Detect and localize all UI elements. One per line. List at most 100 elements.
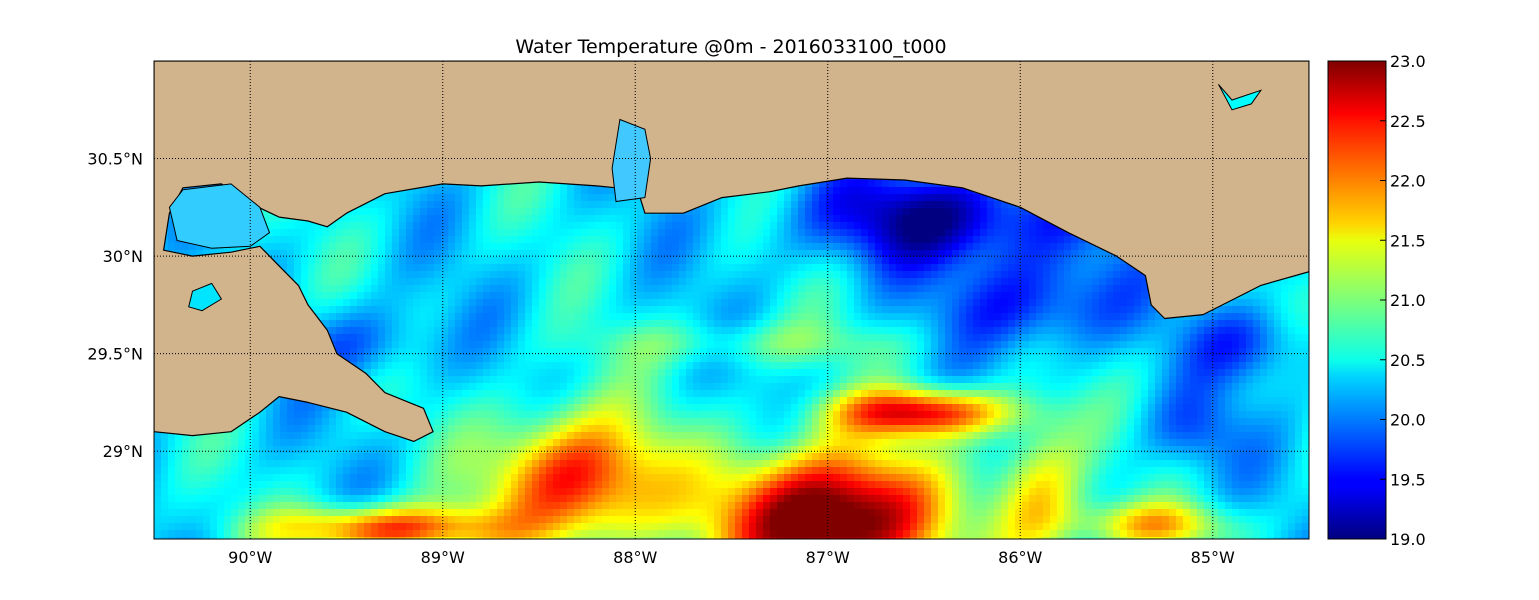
heatmap-cell (560, 222, 568, 230)
heatmap-cell (714, 243, 722, 251)
heatmap-cell (441, 236, 449, 244)
heatmap-cell (609, 264, 617, 272)
heatmap-cell (903, 236, 911, 244)
heatmap-cell (322, 271, 330, 279)
heatmap-cell (693, 243, 701, 251)
heatmap-cell (980, 264, 988, 272)
heatmap-cell (861, 264, 869, 272)
heatmap-cell (777, 222, 785, 230)
heatmap-cell (1092, 250, 1100, 258)
heatmap-cell (476, 243, 484, 251)
heatmap-cell (287, 222, 295, 230)
heatmap-cell (476, 250, 484, 258)
heatmap-cell (805, 187, 813, 195)
heatmap-cell (294, 250, 302, 258)
heatmap-cell (518, 208, 526, 216)
heatmap-cell (637, 257, 645, 265)
heatmap-cell (427, 271, 435, 279)
heatmap-cell (896, 194, 904, 202)
heatmap-cell (896, 243, 904, 251)
heatmap-cell (861, 201, 869, 209)
heatmap-cell (798, 250, 806, 258)
heatmap-cell (490, 250, 498, 258)
heatmap-cell (308, 229, 316, 237)
heatmap-cell (616, 229, 624, 237)
heatmap-cell (532, 264, 540, 272)
heatmap-cell (364, 250, 372, 258)
heatmap-cell (322, 229, 330, 237)
heatmap-cell (973, 229, 981, 237)
heatmap-cell (308, 243, 316, 251)
heatmap-cell (539, 215, 547, 223)
heatmap-cell (511, 250, 519, 258)
heatmap-cell (504, 208, 512, 216)
heatmap-cell (483, 243, 491, 251)
heatmap-cell (1050, 222, 1058, 230)
heatmap-cell (728, 201, 736, 209)
heatmap-cell (525, 215, 533, 223)
heatmap-cell (798, 215, 806, 223)
heatmap-cell (826, 236, 834, 244)
heatmap-cell (833, 187, 841, 195)
heatmap-cell (686, 229, 694, 237)
heatmap-cell (609, 222, 617, 230)
heatmap-cell (476, 229, 484, 237)
heatmap-cell (896, 208, 904, 216)
heatmap-cell (574, 215, 582, 223)
heatmap-cell (581, 187, 589, 195)
heatmap-cell (889, 201, 897, 209)
heatmap-cell (889, 194, 897, 202)
heatmap-cell (651, 264, 659, 272)
heatmap-cell (546, 180, 554, 188)
heatmap-cell (1064, 257, 1072, 265)
heatmap-cell (371, 250, 379, 258)
heatmap-cell (728, 208, 736, 216)
heatmap-cell (973, 201, 981, 209)
heatmap-cell (413, 236, 421, 244)
heatmap-cell (546, 257, 554, 265)
heatmap-cell (917, 215, 925, 223)
heatmap-cell (462, 236, 470, 244)
heatmap-cell (819, 194, 827, 202)
heatmap-cell (259, 243, 267, 251)
heatmap-cell (434, 208, 442, 216)
heatmap-cell (798, 229, 806, 237)
heatmap-cell (889, 187, 897, 195)
heatmap-cell (525, 250, 533, 258)
heatmap-cell (350, 236, 358, 244)
heatmap-cell (560, 215, 568, 223)
heatmap-cell (784, 264, 792, 272)
heatmap-cell (588, 222, 596, 230)
heatmap-cell (630, 250, 638, 258)
heatmap-cell (357, 264, 365, 272)
heatmap-cell (959, 187, 967, 195)
heatmap-cell (693, 250, 701, 258)
heatmap-cell (896, 180, 904, 188)
heatmap-cell (637, 264, 645, 272)
heatmap-cell (581, 215, 589, 223)
heatmap-cell (406, 236, 414, 244)
heatmap-cell (679, 243, 687, 251)
heatmap-cell (553, 208, 561, 216)
heatmap-cell (994, 264, 1002, 272)
heatmap-cell (910, 201, 918, 209)
heatmap-cell (679, 215, 687, 223)
heatmap-cell (315, 222, 323, 230)
heatmap-cell (623, 229, 631, 237)
heatmap-cell (329, 264, 337, 272)
heatmap-cell (546, 222, 554, 230)
heatmap-cell (497, 187, 505, 195)
heatmap-cell (266, 236, 274, 244)
heatmap-cell (364, 243, 372, 251)
heatmap-cell (868, 222, 876, 230)
heatmap-cell (1106, 257, 1114, 265)
heatmap-cell (756, 222, 764, 230)
heatmap-cell (616, 243, 624, 251)
heatmap-cell (1029, 264, 1037, 272)
heatmap-cell (1008, 250, 1016, 258)
heatmap-cell (784, 250, 792, 258)
heatmap-cell (490, 229, 498, 237)
heatmap-cell (665, 222, 673, 230)
heatmap-cell (385, 229, 393, 237)
heatmap-cell (903, 229, 911, 237)
